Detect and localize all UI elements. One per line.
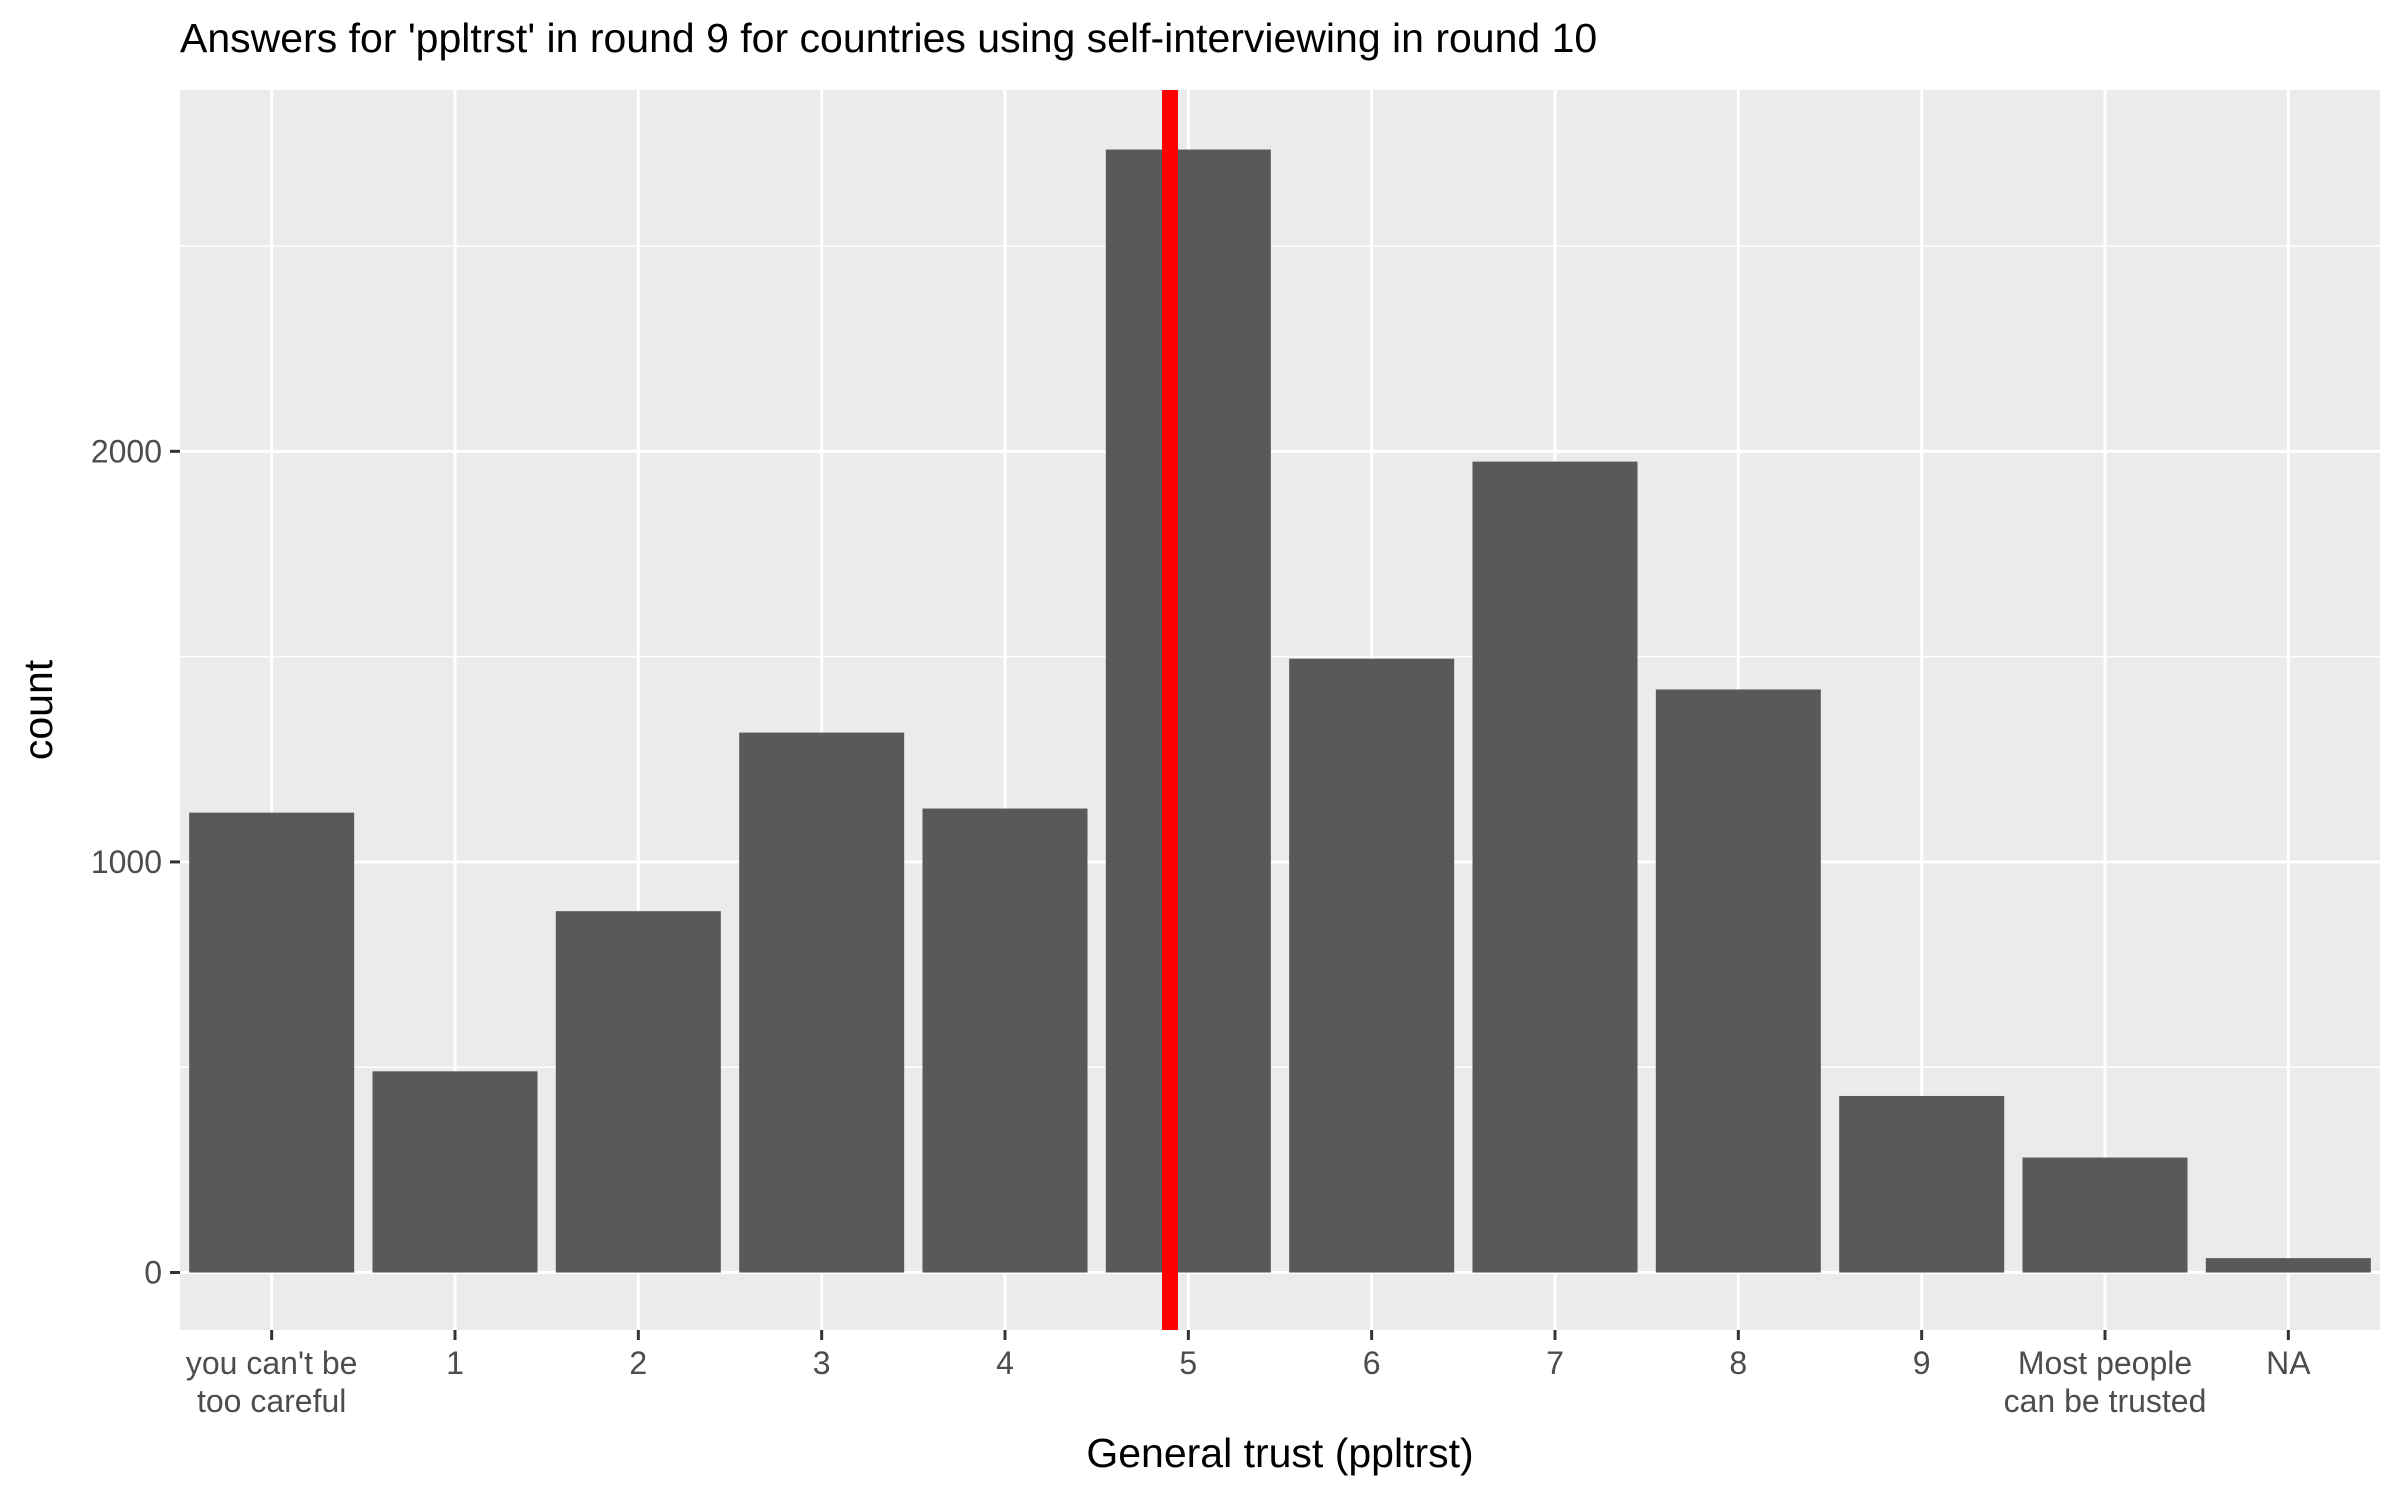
y-tick-label: 0: [144, 1255, 162, 1291]
x-tick-label: 8: [1729, 1345, 1747, 1381]
x-tick-label: 6: [1363, 1345, 1381, 1381]
axis-layer: 0 1000 2000 you can't be too careful 1 2 3 4 5 6 7 8…: [91, 433, 2311, 1419]
y-tick-label: 1000: [91, 844, 162, 880]
x-tick-label: Most people can be trusted: [2004, 1345, 2207, 1419]
bar: [922, 808, 1088, 1273]
bar: [1105, 149, 1271, 1273]
x-tick-label: 7: [1546, 1345, 1564, 1381]
bars-layer: [189, 149, 2371, 1273]
x-tick-label: 9: [1913, 1345, 1931, 1381]
x-axis-title: General trust (ppltrst): [1086, 1430, 1473, 1476]
y-tick-label: 2000: [91, 433, 162, 469]
bar: [1472, 461, 1638, 1273]
bar: [2205, 1258, 2371, 1273]
chart-title: Answers for 'ppltrst' in round 9 for cou…: [180, 15, 1597, 61]
bar: [739, 732, 905, 1273]
x-tick-label: NA: [2266, 1345, 2311, 1381]
x-tick-label: 5: [1179, 1345, 1197, 1381]
plot-panel: [180, 90, 2380, 1330]
bar: [1289, 658, 1455, 1273]
y-axis-title: count: [15, 659, 61, 760]
x-tick-label: 4: [996, 1345, 1014, 1381]
bar: [1655, 689, 1821, 1273]
bar: [189, 812, 355, 1273]
bar: [1839, 1095, 2005, 1273]
bar: [372, 1071, 538, 1273]
x-tick-label: you can't be too careful: [186, 1345, 358, 1419]
bar: [2022, 1157, 2188, 1273]
x-tick-label: 3: [813, 1345, 831, 1381]
bar: [555, 911, 721, 1273]
x-tick-label: 2: [629, 1345, 647, 1381]
x-tick-label: 1: [446, 1345, 464, 1381]
